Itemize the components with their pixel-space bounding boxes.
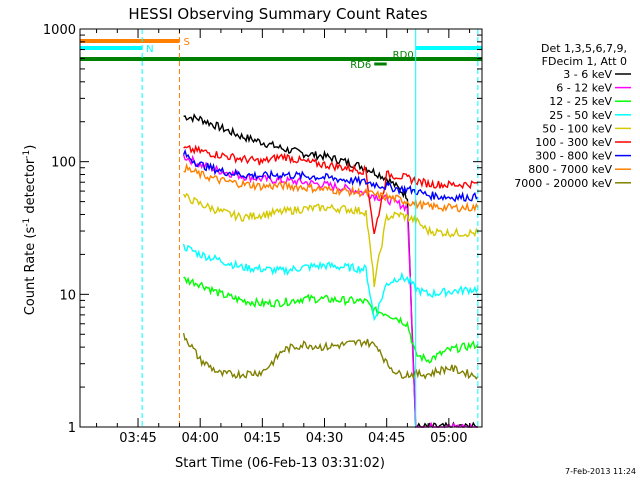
series-line	[182, 192, 479, 288]
legend-label: 7000 - 20000 keV	[514, 177, 612, 190]
flag-label: N	[146, 44, 153, 55]
y-axis-label-mid: detector	[23, 158, 38, 218]
y-tick-label: 10	[59, 288, 76, 303]
legend-label: 50 - 100 keV	[542, 122, 612, 135]
x-tick-label: 04:00	[181, 431, 218, 446]
series-line	[183, 162, 479, 213]
axis-ticks: 03:45 04:00 04:15 04:30 04:45 05:00 1 10 100 1000	[43, 23, 482, 446]
flag-label: S	[183, 37, 189, 48]
series-line	[183, 113, 478, 429]
x-axis-label: Start Time (06-Feb-13 03:31:02)	[175, 456, 385, 471]
chart-title: HESSI Observing Summary Count Rates	[128, 5, 427, 23]
x-tick-label: 05:00	[430, 431, 467, 446]
series-line	[183, 276, 479, 364]
mode-vlines	[79, 29, 479, 427]
y-axis-label-sup2: -1	[22, 150, 32, 159]
plot-frame	[79, 28, 483, 428]
legend-header-line-1: Det 1,3,5,6,7,9,	[541, 42, 627, 55]
y-tick-label: 1000	[43, 23, 76, 38]
y-tick-label: 1	[68, 421, 76, 436]
x-tick-label: 04:45	[368, 431, 405, 446]
series-line	[182, 243, 479, 322]
series-line	[183, 144, 479, 235]
legend-label: 6 - 12 keV	[556, 82, 612, 95]
flag-label: RD0	[393, 50, 414, 61]
x-tick-label: 04:30	[306, 431, 343, 446]
x-tick-label: 04:15	[244, 431, 281, 446]
legend-header-line-2: FDecim 1, Att 0	[542, 55, 627, 68]
y-axis-label: Count Rate (s-1 detector-1)	[22, 145, 38, 316]
series-line	[182, 148, 479, 203]
legend-label: 100 - 300 keV	[535, 136, 612, 149]
x-tick-label: 03:45	[119, 431, 156, 446]
timestamp: 7-Feb-2013 11:24	[565, 467, 636, 476]
flag-label: RD6	[350, 60, 371, 71]
flag-bars: S N RD0 RD6	[80, 37, 482, 71]
legend-label: 12 - 25 keV	[549, 95, 612, 108]
y-axis-label-main: Count Rate (s	[23, 227, 38, 316]
y-axis-label-sup1: -1	[22, 218, 32, 227]
legend-label: 300 - 800 keV	[535, 150, 612, 163]
series-lines	[182, 113, 479, 429]
legend-label: 800 - 7000 keV	[528, 163, 612, 176]
legend-label: 3 - 6 keV	[563, 68, 612, 81]
legend-label: 25 - 50 keV	[549, 109, 612, 122]
series-line	[182, 332, 479, 381]
y-axis-label-end: )	[23, 145, 38, 150]
y-tick-label: 100	[51, 156, 76, 171]
